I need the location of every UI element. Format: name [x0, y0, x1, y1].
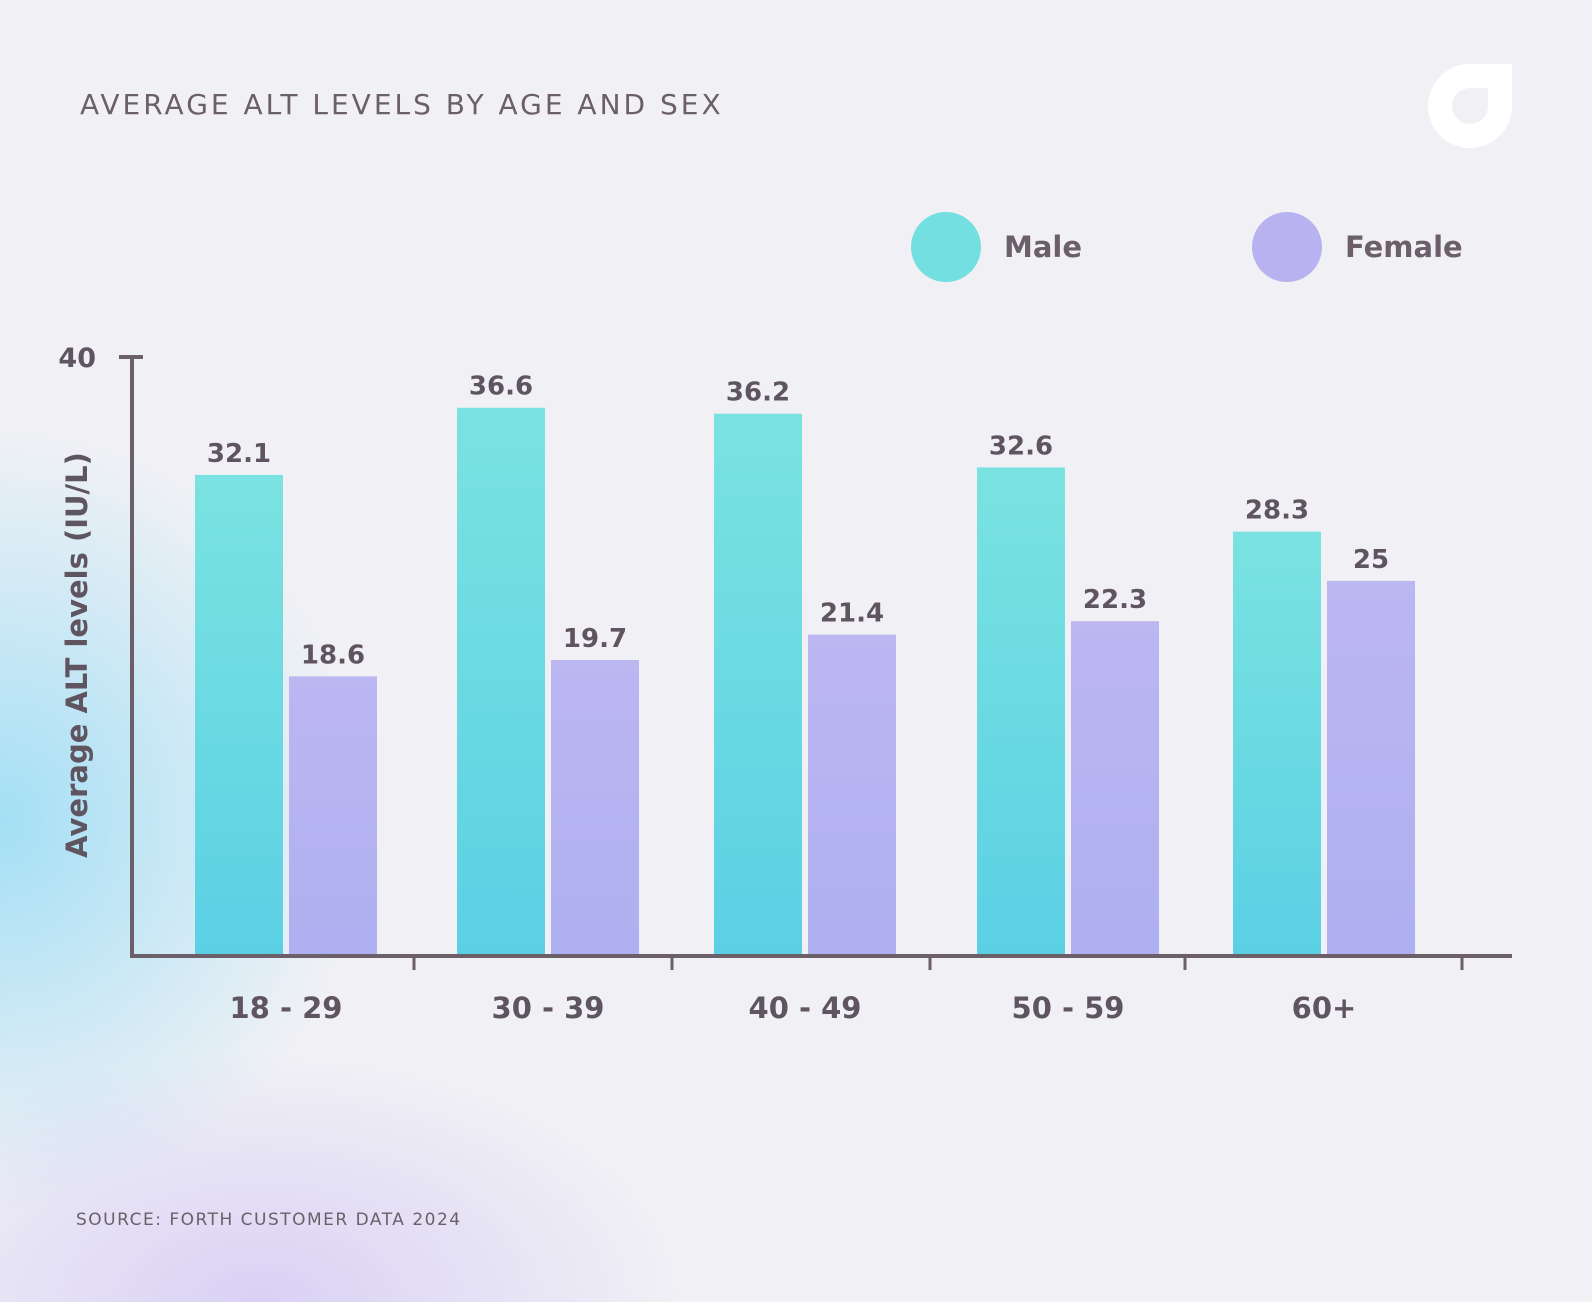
- x-tick-label: 40 - 49: [749, 991, 862, 1025]
- chart-title: AVERAGE ALT LEVELS BY AGE AND SEX: [80, 88, 724, 121]
- forth-logo-icon: [1428, 64, 1512, 148]
- data-label-female-40-49: 21.4: [820, 599, 884, 629]
- x-tick-label: 50 - 59: [1012, 991, 1125, 1025]
- data-label-female-18-29: 18.6: [301, 640, 365, 670]
- x-tick-label: 18 - 29: [230, 991, 343, 1025]
- legend-item-female: Female: [1252, 212, 1463, 282]
- y-tick-label: 40: [58, 343, 96, 374]
- bar-female-18-29: [289, 676, 377, 954]
- bar-female-60: [1327, 580, 1415, 954]
- bar-male-18-29: [195, 474, 283, 954]
- source-note: SOURCE: FORTH CUSTOMER DATA 2024: [76, 1210, 462, 1230]
- bar-male-30-39: [457, 407, 545, 954]
- legend-label-male: Male: [1004, 230, 1083, 264]
- legend-item-male: Male: [911, 212, 1082, 282]
- bar-female-50-59: [1071, 621, 1159, 954]
- x-tick-label: 60+: [1292, 991, 1357, 1025]
- legend-swatch-male: [911, 212, 981, 282]
- data-label-male-30-39: 36.6: [469, 372, 533, 402]
- x-tick-label: 30 - 39: [492, 991, 605, 1025]
- bar-male-50-59: [977, 467, 1065, 954]
- bar-female-30-39: [551, 659, 639, 954]
- y-axis-title: Average ALT levels (IU/L): [60, 452, 94, 858]
- bar-female-40-49: [808, 634, 896, 954]
- data-label-male-40-49: 36.2: [726, 378, 790, 408]
- data-label-female-60: 25: [1353, 545, 1389, 575]
- data-label-male-50-59: 32.6: [989, 431, 1053, 461]
- data-label-female-30-39: 19.7: [563, 624, 627, 654]
- data-label-male-18-29: 32.1: [207, 439, 271, 469]
- bar-male-60: [1233, 531, 1321, 954]
- legend-swatch-female: [1252, 212, 1322, 282]
- bar-male-40-49: [714, 413, 802, 955]
- data-label-male-60: 28.3: [1245, 496, 1309, 526]
- legend-label-female: Female: [1345, 230, 1463, 264]
- data-label-female-50-59: 22.3: [1083, 585, 1147, 615]
